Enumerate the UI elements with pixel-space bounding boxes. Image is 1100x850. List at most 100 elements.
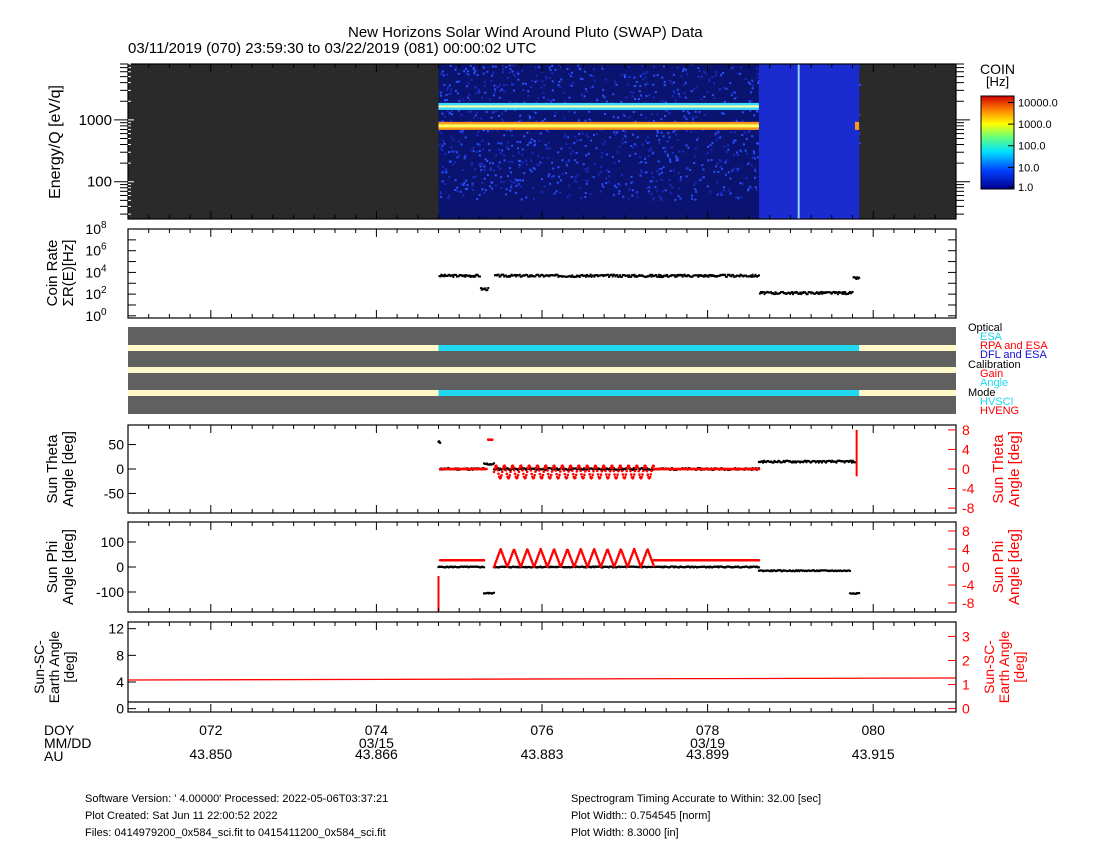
- spectrogram-pixel: [669, 80, 672, 83]
- coin-rate-point: [680, 273, 683, 276]
- spectrogram-pixel: [672, 95, 675, 98]
- sun-phi-red-point: [515, 554, 518, 558]
- sun-phi-red-point: [522, 556, 526, 560]
- sun-theta-red-point: [546, 472, 550, 476]
- earth-angle-tick-label: 4: [116, 674, 124, 690]
- spectrogram-pixel: [519, 114, 522, 117]
- sun-phi-red-point: [604, 550, 608, 554]
- spectrogram-pixel: [478, 162, 481, 165]
- spectrogram-ylabel: Energy/Q [eV/q]: [47, 85, 64, 199]
- spectrogram-pixel: [749, 83, 752, 86]
- sun-phi-red-point: [551, 551, 555, 554]
- sun-phi-red-point: [593, 549, 597, 553]
- spectrogram-pixel: [498, 96, 501, 99]
- spectrogram-pixel: [450, 88, 453, 91]
- spectrogram-pixel: [471, 189, 474, 192]
- spectrogram-pixel: [628, 188, 631, 191]
- coin-rate-points: [438, 273, 861, 296]
- spectrogram-pixel: [653, 74, 656, 77]
- sun-phi-red-point: [543, 557, 546, 561]
- spectrogram-pixel: [597, 173, 600, 176]
- sun-phi-red-point: [583, 559, 587, 563]
- spectrogram-pixel: [552, 98, 555, 101]
- spectrogram-pixel: [590, 119, 593, 122]
- spectrogram-pixel: [502, 120, 505, 123]
- spectrogram-pixel: [754, 176, 757, 179]
- spectrogram-pixel: [644, 157, 647, 160]
- spectrogram-pixel: [535, 74, 538, 77]
- spectrogram-pixel: [613, 184, 616, 187]
- spectrogram-pixel: [751, 87, 754, 90]
- spectrogram-pixel: [699, 75, 702, 78]
- coin-rate-point: [616, 273, 619, 276]
- time-axis-doy-tick: 076: [530, 722, 554, 738]
- y-tick-label-100: 100: [87, 174, 112, 191]
- coin-rate-point: [816, 291, 819, 294]
- status-row-cyan-0: [438, 345, 860, 351]
- sun-phi-right-tick-label: -8: [962, 595, 975, 611]
- spectrogram-pixel: [570, 84, 573, 87]
- spectrogram-pixel: [589, 193, 592, 196]
- coin-rate-point: [800, 293, 803, 296]
- colorbar: [980, 95, 1015, 190]
- earth-angle-right-tick-label: 1: [962, 677, 970, 693]
- spectrogram-pixel: [651, 152, 654, 155]
- spectrogram-pixel: [523, 135, 526, 138]
- spectrogram-pixel: [512, 83, 515, 86]
- spectrogram-pixel: [727, 171, 730, 174]
- sun-phi-red-point: [611, 562, 615, 566]
- spectrogram-pixel: [492, 111, 495, 114]
- sun-phi-red-point: [587, 561, 591, 565]
- coin-rate-point: [634, 274, 637, 277]
- spectrogram-pixel: [464, 67, 467, 70]
- sun-theta-tick-label: -50: [104, 485, 124, 501]
- sun-phi-red-point: [510, 554, 513, 558]
- spectrogram-pixel: [505, 66, 508, 69]
- spectrogram-pixel: [699, 179, 702, 182]
- spectrogram-pixel: [747, 129, 750, 132]
- coin-rate-point: [480, 288, 483, 291]
- spectrogram-pixel: [658, 139, 661, 142]
- coin-rate-point: [817, 293, 820, 296]
- spectrogram-pixel: [448, 176, 451, 179]
- spectrogram-y-ticks: [114, 63, 970, 215]
- spectrogram-pixel: [550, 72, 553, 75]
- spectrogram-pixel: [708, 78, 711, 81]
- legend-item: Gain: [980, 368, 1003, 380]
- spectrogram-pixel: [714, 133, 717, 136]
- sun-theta-red-point: [557, 476, 561, 479]
- spectrogram-pixel: [536, 79, 539, 82]
- spectrogram-pixel: [527, 94, 530, 97]
- spectrogram-pixel: [528, 141, 531, 144]
- sun-phi-red-point: [511, 550, 515, 554]
- spectrogram-pixel: [512, 154, 515, 157]
- coin-rate-point: [610, 273, 613, 276]
- sun-phi-red-point: [497, 551, 501, 555]
- coin-rate-tick-label: 106: [85, 242, 107, 259]
- spectrogram-pixel: [504, 193, 507, 196]
- sun-theta-black-point: [492, 462, 496, 465]
- spectrogram-pixel: [757, 82, 760, 85]
- spectrogram-pixel: [658, 173, 661, 176]
- coin-rate-point: [656, 275, 659, 278]
- coin-rate-point: [618, 275, 621, 278]
- spectrogram-pixel: [522, 88, 525, 91]
- spectrogram-pixel: [745, 177, 748, 180]
- spectrogram-pixel: [470, 78, 473, 81]
- footer-files: Files: 0414979200_0x584_sci.fit to 04154…: [85, 827, 386, 839]
- spectrogram-pixel: [458, 99, 461, 102]
- sun-phi-red-point: [598, 562, 601, 565]
- spectrogram-pixel: [632, 111, 635, 114]
- spectrogram-pixel: [440, 132, 443, 135]
- spectrogram-pixel: [484, 189, 487, 192]
- spectrogram-pixel: [448, 160, 451, 163]
- sun-theta-tick-label: 50: [108, 437, 124, 453]
- sun-phi-red-point: [566, 548, 570, 552]
- coin-rate-point: [789, 292, 792, 295]
- coin-rate-point: [750, 275, 753, 278]
- spectrogram-pixel: [660, 171, 663, 174]
- spectrogram-pixel: [745, 152, 748, 155]
- spectrogram-pixel: [472, 146, 475, 149]
- coin-rate-point: [484, 287, 487, 290]
- spectrogram-pixel: [438, 129, 441, 132]
